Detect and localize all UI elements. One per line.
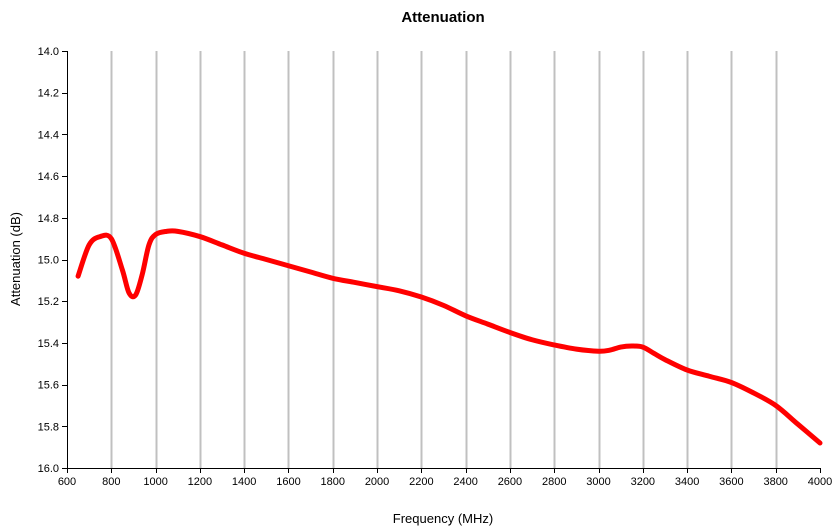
x-tick-label: 2200	[409, 476, 433, 488]
x-axis-label: Frequency (MHz)	[393, 511, 493, 526]
attenuation-series-line	[75, 228, 823, 446]
y-tick-label: 15.0	[38, 255, 59, 267]
y-tick-label: 14.0	[38, 46, 59, 58]
x-tick-label: 3200	[631, 476, 655, 488]
x-tick-label: 2000	[365, 476, 389, 488]
y-axis-label: Attenuation (dB)	[8, 212, 23, 306]
y-tick-label: 15.8	[38, 421, 59, 433]
y-tick-label: 15.2	[38, 296, 59, 308]
x-tick-label: 3400	[675, 476, 699, 488]
chart-title: Attenuation	[401, 9, 484, 26]
x-tick-label: 4000	[808, 476, 832, 488]
x-tick-label: 3000	[586, 476, 610, 488]
y-tick-labels: 14.0 14.2 14.4 14.6 14.8 15.0 15.2 15.4 15.6 15.8…	[38, 46, 59, 475]
x-tick-label: 3600	[719, 476, 743, 488]
x-tick-label: 800	[102, 476, 120, 488]
y-tick-label: 14.4	[38, 129, 59, 141]
y-tick-label: 14.8	[38, 213, 59, 225]
series-group	[75, 228, 823, 446]
x-tick-label: 1600	[276, 476, 300, 488]
x-tick-label: 1200	[188, 476, 212, 488]
x-tick-labels: 600 800 1000 1200 1400 1600 1800 2000 2200 2400 26…	[58, 476, 832, 488]
grid-lines	[110, 51, 778, 468]
y-tick-label: 16.0	[38, 463, 59, 475]
x-tick-label: 2800	[542, 476, 566, 488]
y-tick-label: 14.2	[38, 88, 59, 100]
x-tick-label: 2600	[498, 476, 522, 488]
x-tick-label: 1000	[143, 476, 167, 488]
x-tick-label: 1800	[321, 476, 345, 488]
x-tick-label: 3800	[763, 476, 787, 488]
axes	[62, 51, 821, 473]
y-tick-label: 14.6	[38, 171, 59, 183]
plot-area	[67, 51, 820, 468]
y-tick-label: 15.4	[38, 338, 59, 350]
x-tick-label: 600	[58, 476, 76, 488]
x-tick-label: 2400	[453, 476, 477, 488]
y-tick-label: 15.6	[38, 380, 59, 392]
x-tick-label: 1400	[232, 476, 256, 488]
